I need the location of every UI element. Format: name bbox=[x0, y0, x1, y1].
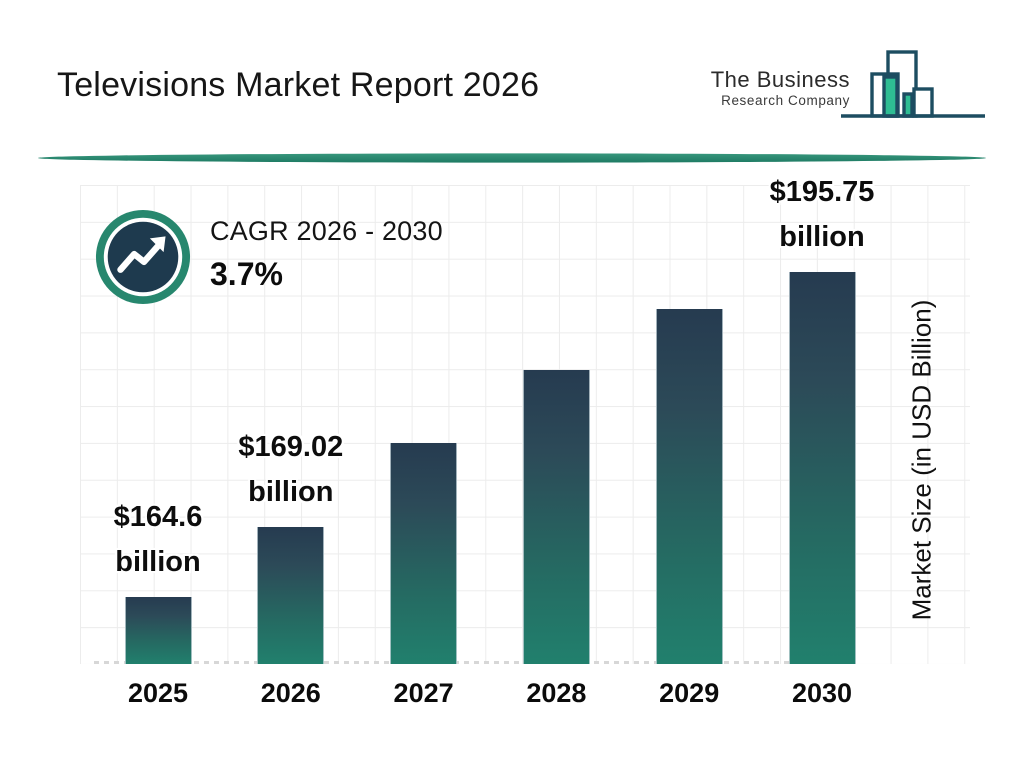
bar-2029 bbox=[655, 309, 723, 664]
bar-value-label-2026: $169.02 billion bbox=[238, 425, 343, 515]
bar-value-label-2025: $164.6 billion bbox=[114, 495, 203, 585]
bar-value-amount: $169.02 bbox=[238, 431, 344, 463]
bar-value-unit: billion bbox=[779, 221, 865, 253]
company-logo: The Business Research Company bbox=[711, 40, 988, 122]
cagr-period-label: CAGR 2026 - 2030 bbox=[210, 216, 443, 246]
x-axis-tick-2025: 2025 bbox=[127, 678, 189, 708]
cagr-value: 3.7% bbox=[210, 256, 283, 292]
cagr-trend-badge-icon bbox=[95, 209, 191, 305]
cagr-block: CAGR 2026 - 2030 3.7% bbox=[210, 216, 443, 293]
x-axis-baseline bbox=[94, 661, 856, 664]
bar-2028 bbox=[522, 370, 590, 664]
bar-value-unit: billion bbox=[115, 546, 201, 578]
bar-value-amount: $164.6 bbox=[113, 501, 203, 533]
bar-2030 bbox=[788, 272, 856, 664]
bar-value-label-2030: $195.75 billion bbox=[770, 170, 875, 260]
bar-value-amount: $195.75 bbox=[769, 176, 875, 208]
x-axis-tick-2028: 2028 bbox=[526, 678, 587, 708]
bar-value-unit: billion bbox=[248, 476, 334, 508]
x-axis-tick-2029: 2029 bbox=[659, 678, 720, 708]
x-axis-tick-2030: 2030 bbox=[791, 678, 853, 708]
header-divider bbox=[38, 153, 986, 163]
bar-2027 bbox=[390, 443, 458, 664]
company-name: The Business bbox=[710, 67, 850, 92]
bar-2026 bbox=[257, 527, 325, 664]
company-subname: Research Company bbox=[721, 93, 850, 108]
bar-2025 bbox=[124, 597, 192, 664]
y-axis-label: Market Size (in USD Billion) bbox=[906, 299, 937, 621]
company-logo-text: The Business Research Company bbox=[711, 67, 850, 108]
chart-plot-area: $164.6 billion 2025 $169.02 billion 2026 2027 2… bbox=[80, 176, 970, 708]
page-title: Televisions Market Report 2026 bbox=[57, 66, 540, 104]
x-axis-tick-2027: 2027 bbox=[393, 678, 454, 708]
x-axis-tick-2026: 2026 bbox=[260, 678, 321, 708]
skyline-bars-icon bbox=[841, 50, 985, 118]
